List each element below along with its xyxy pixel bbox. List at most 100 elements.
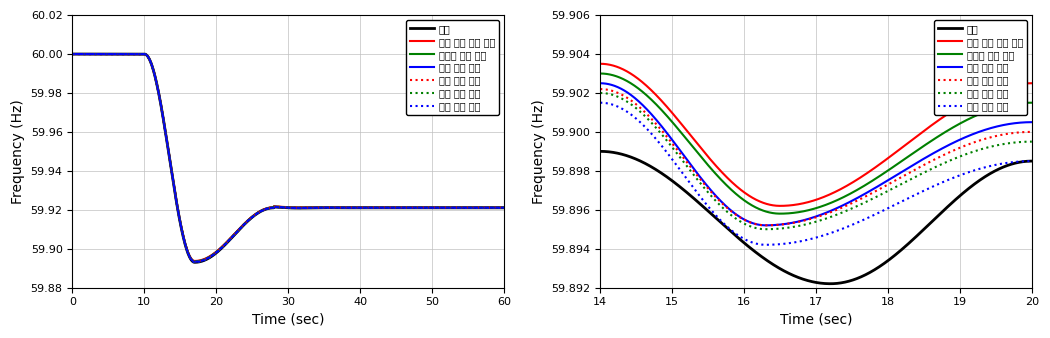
강원 응동 증가 <box>781 221 794 225</box>
강원 응동 증가 <box>594 81 607 85</box>
Line: 원본: 원본 <box>601 151 1032 284</box>
강원 응동 증가 <box>259 207 272 211</box>
서울 경기 응동 증가 <box>171 203 184 207</box>
강원 응동 증가 <box>495 206 507 210</box>
원본 <box>229 232 242 236</box>
전라 응동 증가 <box>821 216 834 220</box>
Line: 충청 응동 증가: 충청 응동 증가 <box>72 54 504 262</box>
인체농 응동 증가 <box>495 206 507 210</box>
충청 응동 증가 <box>171 203 184 208</box>
충청 응동 증가 <box>821 212 834 216</box>
Line: 강원 응동 증가: 강원 응동 증가 <box>72 54 504 262</box>
X-axis label: Time (sec): Time (sec) <box>780 313 853 327</box>
원본 <box>66 52 79 56</box>
원본 <box>651 169 664 173</box>
전라 응동 증가 <box>739 222 752 226</box>
강원 응동 증가 <box>651 119 664 123</box>
충청 응동 증가 <box>169 190 182 194</box>
충청 응동 증가 <box>594 87 607 91</box>
경상 응동 증가 <box>66 52 79 56</box>
인체농 응동 증가 <box>171 203 184 207</box>
서울 경기 응동 증가 <box>667 112 679 116</box>
전라 응동 증가 <box>831 213 843 217</box>
서울 경기 응동 증가 <box>259 207 272 211</box>
인체농 응동 증가 <box>66 52 79 56</box>
경상 응동 증가 <box>498 206 510 210</box>
Y-axis label: Frequency (Hz): Frequency (Hz) <box>12 99 25 204</box>
원본 <box>166 176 179 180</box>
Legend: 원본, 서울 경기 응동 증가, 인체농 응동 증가, 강원 응동 증가, 충청 응동 증가, 전라 응동 증가, 경상 응동 증가: 원본, 서울 경기 응동 증가, 인체농 응동 증가, 강원 응동 증가, 충청… <box>933 20 1027 115</box>
충청 응동 증가 <box>188 260 201 264</box>
강원 응동 증가 <box>667 139 679 143</box>
경상 응동 증가 <box>831 229 843 233</box>
전라 응동 증가 <box>171 204 184 208</box>
경상 응동 증가 <box>171 204 184 208</box>
Line: 원본: 원본 <box>72 54 504 262</box>
인체농 응동 증가 <box>229 232 242 236</box>
서울 경기 응동 증가 <box>169 190 182 194</box>
Line: 인체농 응동 증가: 인체농 응동 증가 <box>72 54 504 261</box>
강원 응동 증가 <box>739 218 752 222</box>
경상 응동 증가 <box>495 206 507 210</box>
충청 응동 증가 <box>667 142 679 146</box>
전라 응동 증가 <box>229 232 242 236</box>
Line: 강원 응동 증가: 강원 응동 증가 <box>601 83 1032 225</box>
강원 응동 증가 <box>169 190 182 194</box>
전라 응동 증가 <box>594 91 607 95</box>
경상 응동 증가 <box>821 232 834 236</box>
인체농 응동 증가 <box>651 104 664 108</box>
경상 응동 증가 <box>781 241 794 245</box>
Line: 인체농 응동 증가: 인체농 응동 증가 <box>601 73 1032 214</box>
Line: 경상 응동 증가: 경상 응동 증가 <box>72 54 504 262</box>
경상 응동 증가 <box>739 238 752 242</box>
원본 <box>1026 159 1038 163</box>
강원 응동 증가 <box>166 176 179 180</box>
전라 응동 증가 <box>188 260 201 264</box>
Legend: 원본, 서울 경기 응동 증가, 인체농 응동 증가, 강원 응동 증가, 충청 응동 증가, 전라 응동 증가, 경상 응동 증가: 원본, 서울 경기 응동 증가, 인체농 응동 증가, 강원 응동 증가, 충청… <box>405 20 499 115</box>
경상 응동 증가 <box>667 158 679 162</box>
경상 응동 증가 <box>188 260 201 264</box>
원본 <box>171 204 184 208</box>
인체농 응동 증가 <box>259 207 272 211</box>
전라 응동 증가 <box>166 176 179 180</box>
원본 <box>739 242 752 246</box>
원본 <box>259 207 272 211</box>
인체농 응동 증가 <box>739 199 752 203</box>
X-axis label: Time (sec): Time (sec) <box>252 313 324 327</box>
전라 응동 증가 <box>259 207 272 211</box>
서울 경기 응동 증가 <box>1026 81 1038 85</box>
인체농 응동 증가 <box>594 71 607 75</box>
전라 응동 증가 <box>781 226 794 230</box>
전라 응동 증가 <box>495 206 507 210</box>
경상 응동 증가 <box>166 176 179 180</box>
강원 응동 증가 <box>229 232 242 236</box>
원본 <box>667 179 679 184</box>
서울 경기 응동 증가 <box>651 94 664 98</box>
강원 응동 증가 <box>831 207 843 211</box>
전라 응동 증가 <box>759 227 772 231</box>
서울 경기 응동 증가 <box>495 205 507 209</box>
강원 응동 증가 <box>66 52 79 56</box>
충청 응동 증가 <box>651 123 664 127</box>
충청 응동 증가 <box>759 223 772 227</box>
충청 응동 증가 <box>739 218 752 222</box>
충청 응동 증가 <box>66 52 79 56</box>
전라 응동 증가 <box>1026 140 1038 144</box>
서울 경기 응동 증가 <box>188 259 201 263</box>
충청 응동 증가 <box>259 207 272 211</box>
전라 응동 증가 <box>66 52 79 56</box>
원본 <box>824 282 837 286</box>
인체농 응동 증가 <box>774 212 786 216</box>
인체농 응동 증가 <box>781 211 794 215</box>
전라 응동 증가 <box>651 127 664 131</box>
서울 경기 응동 증가 <box>229 231 242 235</box>
전라 응동 증가 <box>169 190 182 194</box>
전라 응동 증가 <box>498 206 510 210</box>
강원 응동 증가 <box>171 203 184 208</box>
충청 응동 증가 <box>781 222 794 226</box>
원본 <box>821 282 834 286</box>
인체농 응동 증가 <box>498 206 510 210</box>
서울 경기 응동 증가 <box>166 175 179 179</box>
강원 응동 증가 <box>188 260 201 264</box>
Line: 전라 응동 증가: 전라 응동 증가 <box>601 93 1032 229</box>
